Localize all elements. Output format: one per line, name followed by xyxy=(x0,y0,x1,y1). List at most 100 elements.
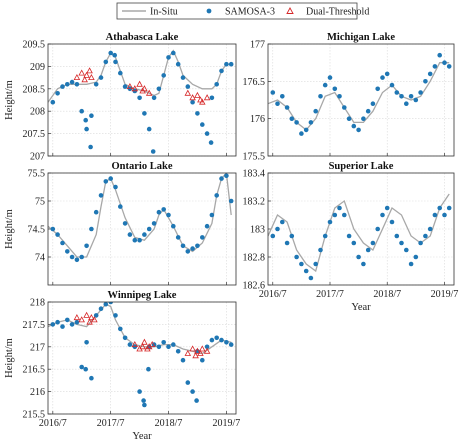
y-tick-label: 207.5 xyxy=(23,129,46,140)
y-tick-label: 215.5 xyxy=(23,410,46,421)
samosa-point xyxy=(65,82,70,87)
samosa-point xyxy=(84,340,89,345)
samosa-point xyxy=(404,247,409,253)
subplot-title: Winnipeg Lake xyxy=(108,290,177,301)
dual-threshold-point xyxy=(136,80,143,87)
series xyxy=(270,52,452,136)
samosa-point xyxy=(180,75,186,80)
samosa-point xyxy=(89,375,94,381)
dual-threshold-point xyxy=(141,338,148,345)
samosa-point xyxy=(303,127,309,133)
y-tick-label: 75 xyxy=(35,197,45,208)
samosa-point xyxy=(313,108,319,114)
dual-threshold-point xyxy=(88,73,95,80)
samosa-point xyxy=(432,64,438,69)
samosa-point xyxy=(327,75,333,80)
samosa-point xyxy=(55,319,60,325)
samosa-point xyxy=(413,254,419,260)
samosa-point xyxy=(404,101,409,106)
y-tick-label: 218 xyxy=(30,298,45,309)
y-tick-label: 176 xyxy=(250,114,265,125)
samosa-point xyxy=(69,79,75,85)
samosa-point xyxy=(280,94,285,99)
samosa-point xyxy=(270,233,276,239)
x-tick-label: 2018/7 xyxy=(155,418,183,429)
samosa-point xyxy=(219,68,224,74)
samosa-point xyxy=(351,240,357,246)
x-axis-label: Year xyxy=(351,302,371,313)
samosa-point xyxy=(337,205,342,211)
y-tick-label: 176.5 xyxy=(243,77,266,88)
samosa-point xyxy=(389,219,395,225)
series xyxy=(48,173,232,258)
samosa-point xyxy=(195,243,200,249)
samosa-point xyxy=(399,94,404,99)
series xyxy=(50,302,234,408)
samosa-point xyxy=(370,101,376,106)
samosa-point xyxy=(209,212,215,218)
samosa-point xyxy=(214,193,219,198)
samosa-point xyxy=(142,111,147,116)
x-tick-label: 2017/7 xyxy=(316,289,344,300)
samosa-point xyxy=(103,179,109,184)
dual-threshold-point xyxy=(184,349,192,356)
samosa-point xyxy=(224,340,229,345)
samosa-point xyxy=(84,126,89,132)
samosa-point xyxy=(384,71,390,77)
samosa-point xyxy=(83,117,88,123)
series xyxy=(73,311,211,359)
samosa-point xyxy=(98,306,104,312)
series xyxy=(50,50,234,154)
samosa-point xyxy=(384,205,390,211)
x-tick-label: 2016/7 xyxy=(259,289,287,300)
samosa-point xyxy=(180,243,186,249)
y-tick-label: 207 xyxy=(30,152,45,163)
samosa-point xyxy=(146,366,151,372)
axes-frame xyxy=(267,43,455,157)
samosa-point xyxy=(185,249,191,254)
samosa-point xyxy=(156,86,162,92)
samosa-point xyxy=(142,232,147,237)
samosa-point xyxy=(208,140,214,145)
dual-threshold-point xyxy=(194,347,201,354)
samosa-point xyxy=(112,52,117,58)
samosa-point xyxy=(113,313,118,318)
dual-threshold-point xyxy=(86,67,93,74)
samosa-point xyxy=(356,127,361,133)
samosa-point xyxy=(332,212,338,218)
y-tick-label: 177 xyxy=(250,40,265,51)
series xyxy=(270,205,452,281)
samosa-point xyxy=(219,337,224,343)
samosa-point xyxy=(204,131,210,136)
samosa-point xyxy=(361,116,366,121)
samosa-point xyxy=(79,364,84,370)
samosa-point xyxy=(228,198,234,204)
subplot: 175.5 176 176.5 177 Michigan Lake xyxy=(243,32,455,163)
y-tick-label: 182.8 xyxy=(243,253,266,264)
samosa-point xyxy=(303,268,309,274)
samosa-point xyxy=(93,82,99,87)
samosa-point xyxy=(389,82,395,88)
samosa-point xyxy=(55,91,60,96)
dual-threshold-point xyxy=(184,89,192,96)
samosa-point xyxy=(284,105,290,110)
dual-threshold-point xyxy=(139,343,146,350)
x-tick-label: 2019/7 xyxy=(431,289,459,300)
samosa-point xyxy=(180,357,186,363)
samosa-point xyxy=(156,344,162,350)
samosa-point xyxy=(209,337,215,343)
samosa-point xyxy=(308,275,314,281)
dual-threshold-point xyxy=(83,71,90,78)
samosa-point xyxy=(318,247,323,253)
samosa-point xyxy=(185,84,191,89)
samosa-point xyxy=(146,226,152,232)
in-situ-line xyxy=(48,49,232,103)
dual-threshold-point xyxy=(199,345,206,352)
samosa-point xyxy=(375,86,381,92)
samosa-point xyxy=(74,82,80,87)
samosa-point xyxy=(69,322,75,327)
dual-threshold-point xyxy=(81,76,88,83)
samosa-point xyxy=(446,205,452,211)
samosa-point xyxy=(137,237,142,243)
samosa-point xyxy=(380,212,385,218)
